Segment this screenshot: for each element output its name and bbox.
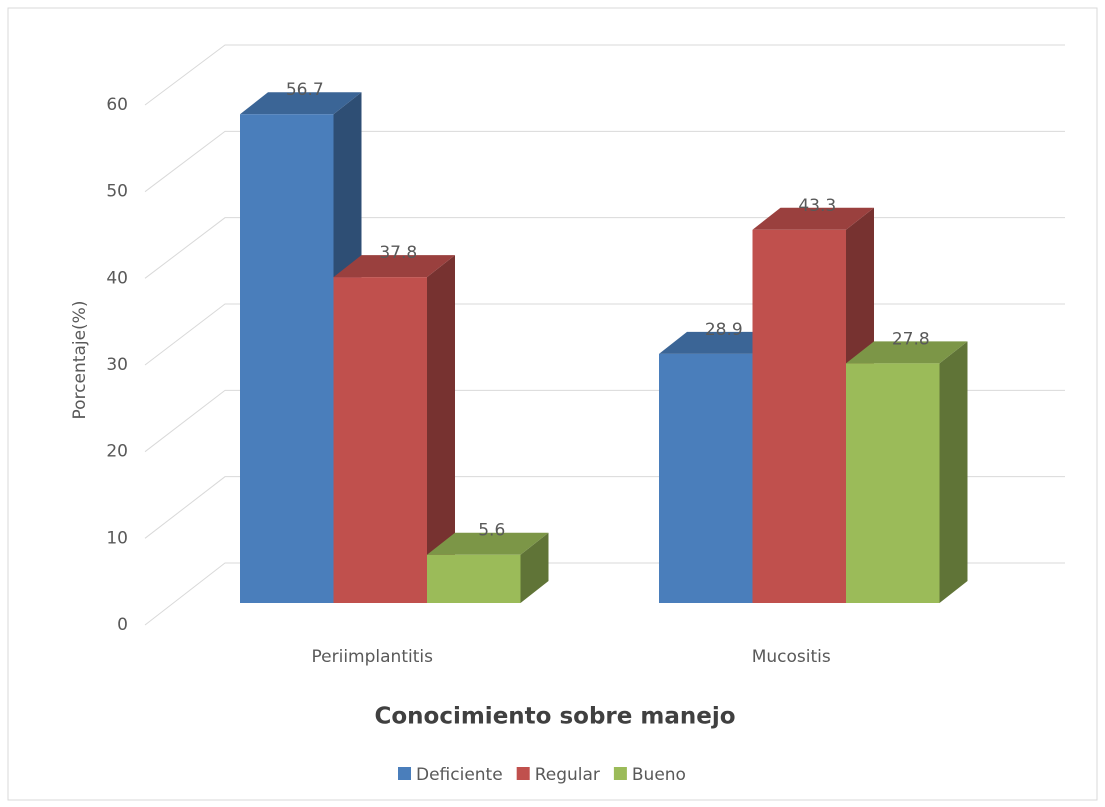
- legend-swatch: [398, 767, 411, 780]
- bar: [427, 532, 549, 603]
- data-label: 56.7: [286, 80, 324, 100]
- bar-side: [427, 255, 455, 603]
- data-label: 5.6: [478, 521, 505, 541]
- bar-front: [846, 363, 940, 603]
- bar-side: [520, 532, 549, 603]
- y-tick-label: 50: [106, 182, 128, 202]
- bar-top: [240, 92, 362, 115]
- legend-label: Regular: [535, 765, 600, 785]
- bar-top: [846, 341, 968, 364]
- legend-swatch: [613, 767, 627, 780]
- bar: [333, 255, 455, 603]
- data-label: 37.8: [379, 243, 417, 263]
- data-label: 28.9: [705, 320, 743, 340]
- bar: [846, 341, 968, 603]
- y-tick-label: 40: [106, 268, 128, 288]
- x-tick-label: Mucositis: [752, 647, 831, 667]
- grid-line: [144, 130, 1065, 193]
- bar-front: [427, 554, 521, 603]
- data-label: 27.8: [892, 329, 930, 349]
- data-label: 43.3: [798, 196, 836, 216]
- legend-label: Deficiente: [416, 765, 503, 785]
- legend-label: Bueno: [632, 765, 686, 785]
- bar-front: [752, 229, 846, 603]
- bar-top: [333, 255, 455, 278]
- bar-front: [240, 114, 334, 603]
- legend-swatch: [516, 767, 530, 780]
- bar-side: [939, 341, 968, 603]
- bar-top: [427, 532, 549, 555]
- y-tick-label: 60: [106, 95, 128, 115]
- grid-line: [144, 44, 1065, 106]
- y-axis-title: Porcentaje(%): [70, 301, 90, 420]
- y-tick-label: 0: [117, 615, 128, 635]
- y-tick-label: 30: [106, 355, 128, 375]
- y-tick-label: 10: [106, 528, 128, 548]
- bar-top: [752, 207, 874, 230]
- x-axis-title: Conocimiento sobre manejo: [374, 704, 735, 730]
- bar-front: [659, 353, 753, 603]
- bar-top: [659, 331, 781, 354]
- bar-front: [333, 277, 427, 603]
- y-tick-label: 20: [106, 442, 128, 462]
- x-tick-label: Periimplantitis: [312, 647, 434, 667]
